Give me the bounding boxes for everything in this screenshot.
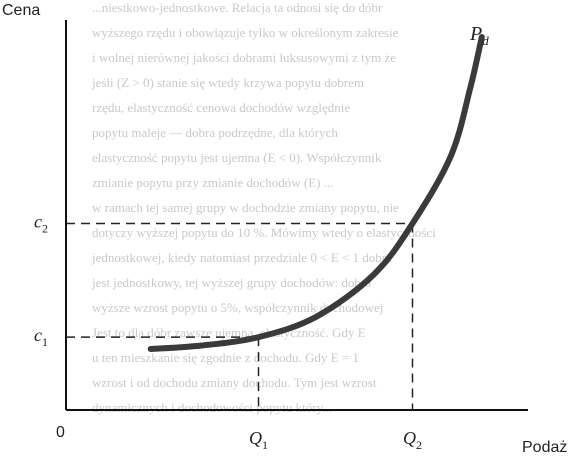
- background-text-line: u ten mieszkanie się zgodnie z dochodu. …: [92, 350, 359, 365]
- background-text-line: Jest to dla dóbr zawsze ujemna, elastycz…: [92, 325, 366, 340]
- y-axis-label: Cena: [2, 2, 40, 19]
- background-text-line: ...niestkowo-jednostkowe. Relacja ta odn…: [92, 0, 383, 15]
- curve-label-pd: Pd: [469, 23, 489, 48]
- background-text-line: w ramach tej samej grupy w dochodzie zmi…: [92, 200, 399, 215]
- background-text-line: wzrost i od dochodu zmiany dochodu. Tym …: [92, 375, 377, 390]
- background-text-line: dotyczy wyższej popytu do 10 %. Mówimy w…: [92, 225, 436, 240]
- tick-label: Q1: [249, 428, 268, 452]
- tick-label: Q2: [403, 428, 422, 452]
- background-text-line: popytu maleje — dobra podrzędne, dla któ…: [92, 125, 338, 140]
- x-axis-label: Podaż: [522, 439, 567, 456]
- background-text-layer: ...niestkowo-jednostkowe. Relacja ta odn…: [91, 0, 436, 415]
- axis-ticks: Q1 Q2 c1 c2: [34, 211, 422, 452]
- background-text-line: wyższe wzrost popytu o 5%, współczynnik …: [92, 300, 383, 315]
- background-text-line: jednostkowej, kiedy natomiast przedziale…: [91, 250, 392, 265]
- background-text-line: jest jednostkowy, tej wyższej grupy doch…: [91, 275, 371, 290]
- tick-label: c2: [34, 211, 48, 235]
- background-text-line: zmianie popytu przy zmianie dochodów (E)…: [92, 175, 334, 190]
- supply-curve: [147, 34, 485, 352]
- background-text-line: wyższego rzędu i obowiązuje tylko w okre…: [92, 25, 399, 40]
- reference-lines: [66, 222, 414, 410]
- tick-label: c1: [34, 325, 48, 349]
- background-text-line: i wolnej nierównej jakości dobrami luksu…: [92, 50, 396, 65]
- background-text-line: elastyczność popytu jest ujemna (E < 0).…: [92, 150, 382, 165]
- origin-label: 0: [56, 424, 65, 441]
- background-text-line: dynamicznych i dochodowości popytu który…: [92, 400, 332, 415]
- background-text-line: jeśli (Z > 0) stanie się wtedy krzywa po…: [91, 75, 364, 90]
- background-text-line: rzędu, elastyczność cenowa dochodów wzgl…: [92, 100, 350, 115]
